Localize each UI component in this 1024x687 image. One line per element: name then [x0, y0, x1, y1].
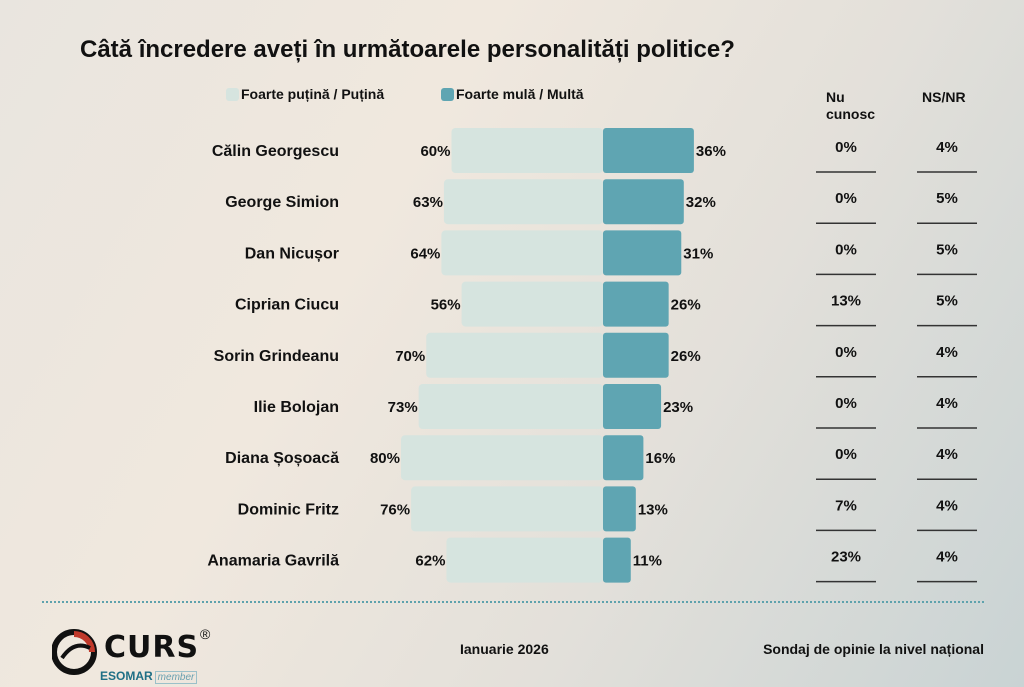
- nu-cunosc-value: 0%: [835, 190, 857, 207]
- bar-high: [603, 128, 694, 173]
- bar-high: [603, 179, 684, 225]
- esomar-member: member: [154, 671, 198, 684]
- data-label-high: 11%: [633, 553, 662, 570]
- nu-cunosc-value: 0%: [835, 241, 857, 258]
- ns-nr-value: 4%: [936, 549, 958, 566]
- category-label: Ciprian Ciucu: [235, 297, 339, 314]
- bar-low: [451, 128, 603, 173]
- ns-nr-value: 4%: [936, 139, 958, 156]
- nu-cunosc-value: 0%: [835, 395, 857, 412]
- bar-low: [443, 179, 603, 225]
- legend-swatch-high: [441, 87, 454, 101]
- data-label-high: 13%: [638, 501, 668, 518]
- ns-nr-value: 5%: [936, 241, 958, 258]
- category-label: Diana Șoșoacă: [225, 450, 339, 467]
- legend-swatch-low: [226, 87, 239, 101]
- nu-cunosc-value: 13%: [831, 293, 861, 310]
- nu-cunosc-value: 0%: [835, 139, 857, 156]
- category-label: Sorin Grindeanu: [214, 348, 339, 365]
- category-label: Călin Georgescu: [212, 143, 339, 160]
- footer-date: Ianuarie 2026: [460, 641, 549, 657]
- bar-high: [603, 332, 669, 378]
- legend-item-high: Foarte mulă / Multă: [441, 86, 584, 102]
- ns-nr-value: 4%: [936, 446, 958, 463]
- bar-high: [603, 384, 662, 429]
- data-label-high: 23%: [663, 399, 693, 416]
- legend-label-low: Foarte puțină / Puțină: [241, 86, 385, 102]
- column-header-nu-cunosc-label: Nu cunosc: [826, 89, 876, 122]
- data-label-low: 62%: [415, 553, 445, 570]
- curs-logo: CURS ® ESOMAR member: [52, 626, 222, 686]
- chart-title: Câtă încredere aveți în următoarele pers…: [80, 36, 735, 63]
- column-header-nu-cunosc: Nu cunosc: [826, 89, 896, 123]
- registered-mark: ®: [200, 626, 211, 642]
- data-label-low: 70%: [395, 348, 425, 365]
- ns-nr-value: 5%: [936, 293, 958, 310]
- bar-high: [603, 486, 636, 532]
- data-label-low: 73%: [388, 399, 418, 416]
- legend-label-high: Foarte mulă / Multă: [456, 86, 584, 102]
- bar-low: [446, 537, 603, 583]
- category-label: Dan Nicușor: [245, 245, 339, 262]
- data-label-low: 60%: [420, 143, 450, 160]
- data-label-low: 80%: [370, 450, 400, 467]
- category-label: Dominic Fritz: [238, 501, 339, 518]
- nu-cunosc-value: 23%: [831, 549, 861, 566]
- footer-divider: [42, 601, 984, 603]
- data-label-low: 63%: [413, 194, 443, 211]
- bar-high: [603, 230, 682, 276]
- curs-logo-text: CURS: [104, 630, 200, 665]
- data-label-high: 26%: [671, 348, 701, 365]
- nu-cunosc-value: 0%: [835, 446, 857, 463]
- data-label-low: 76%: [380, 501, 410, 518]
- data-label-high: 16%: [645, 450, 675, 467]
- ns-nr-value: 4%: [936, 395, 958, 412]
- curs-logo-icon: [52, 629, 97, 675]
- category-label: Anamaria Gavrilă: [207, 553, 339, 570]
- bar-low: [418, 384, 603, 429]
- bar-low: [461, 281, 603, 327]
- column-header-ns-nr: NS/NR: [922, 89, 966, 105]
- category-label: George Simion: [225, 194, 339, 211]
- ns-nr-value: 5%: [936, 190, 958, 207]
- bar-high: [603, 435, 644, 481]
- bar-low: [441, 230, 603, 276]
- data-label-low: 64%: [410, 245, 440, 262]
- bar-high: [603, 281, 669, 327]
- nu-cunosc-value: 7%: [835, 497, 857, 514]
- category-label: Ilie Bolojan: [254, 399, 339, 416]
- data-label-high: 32%: [686, 194, 716, 211]
- data-label-high: 31%: [683, 245, 713, 262]
- data-label-high: 36%: [696, 143, 726, 160]
- legend-item-low: Foarte puțină / Puțină: [226, 86, 384, 102]
- bar-low: [426, 332, 603, 378]
- esomar-badge: ESOMAR member: [100, 669, 198, 684]
- nu-cunosc-value: 0%: [835, 344, 857, 361]
- esomar-label: ESOMAR: [100, 669, 153, 683]
- bar-low: [401, 435, 603, 481]
- footer-source: Sondaj de opinie la nivel național: [763, 641, 984, 657]
- data-label-high: 26%: [671, 297, 701, 314]
- bar-high: [603, 537, 631, 583]
- bar-low: [411, 486, 603, 532]
- data-label-low: 56%: [431, 297, 461, 314]
- ns-nr-value: 4%: [936, 497, 958, 514]
- diverging-bar-chart: Călin Georgescu 60% 36% 0% 4% George Simion 63…: [207, 128, 977, 583]
- ns-nr-value: 4%: [936, 344, 958, 361]
